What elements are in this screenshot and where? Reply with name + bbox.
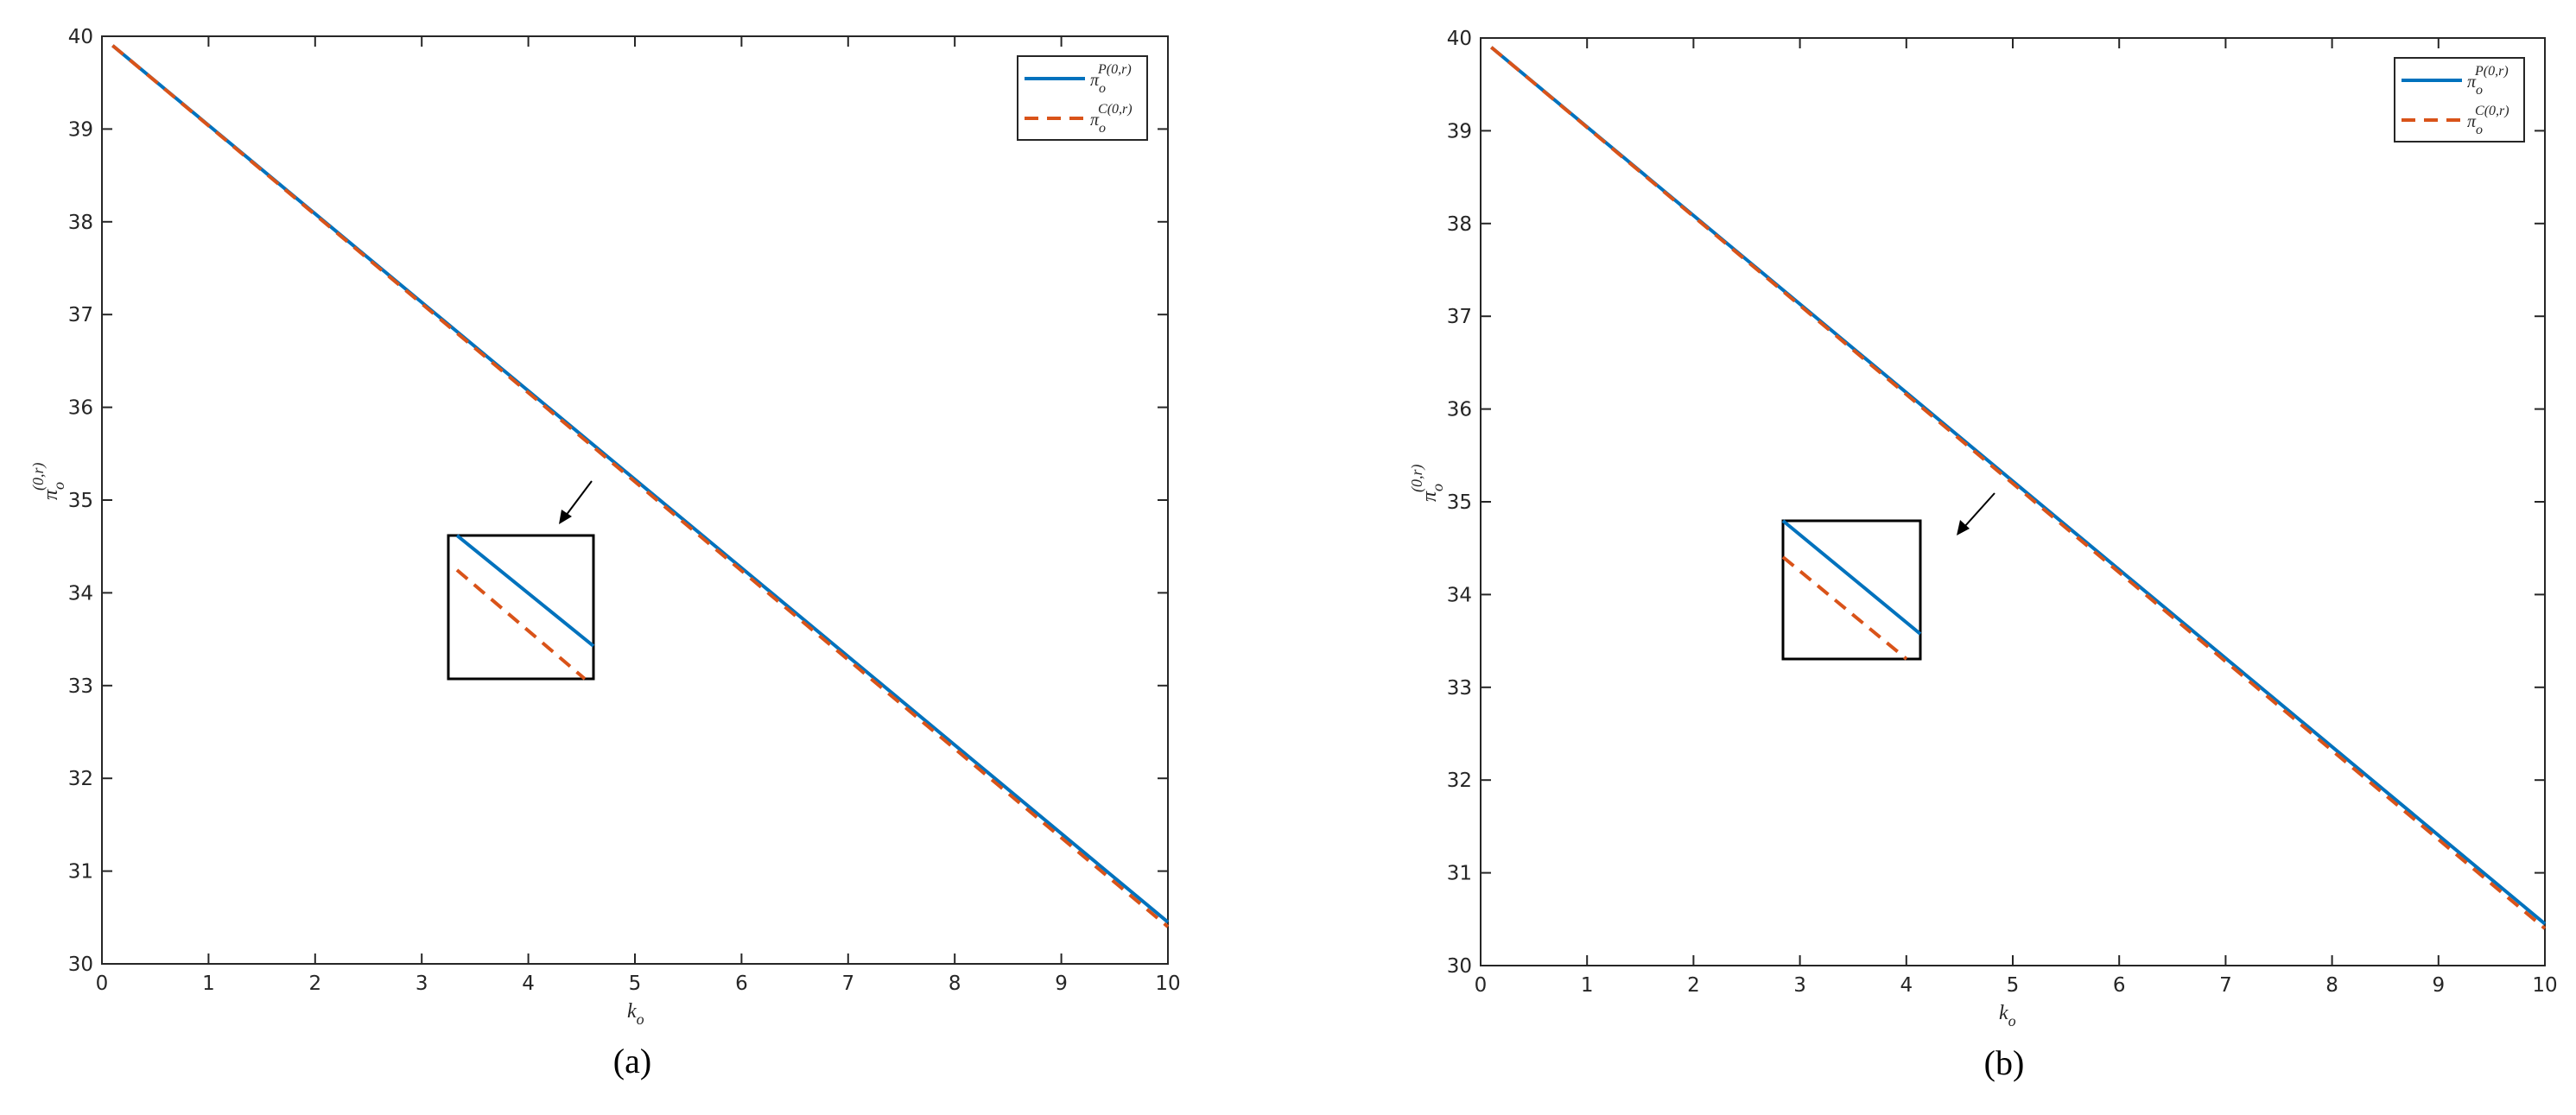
y-tick-label: 35 xyxy=(1447,491,1472,514)
y-tick-label: 30 xyxy=(1447,955,1472,978)
y-tick-label: 36 xyxy=(1447,399,1472,421)
arrow-head xyxy=(559,510,572,524)
y-tick-label: 35 xyxy=(68,490,93,512)
x-tick-label: 0 xyxy=(1475,974,1488,997)
y-tick-label: 38 xyxy=(68,212,93,234)
x-tick-label: 5 xyxy=(629,972,642,995)
y-tick-label: 34 xyxy=(1447,584,1472,606)
legend-sub: o xyxy=(2476,123,2483,137)
x-tick-label: 5 xyxy=(2007,974,2020,997)
x-tick-label: 9 xyxy=(2432,974,2445,997)
y-tick-label: 36 xyxy=(68,397,93,420)
legend-name: π xyxy=(2467,73,2477,92)
y-tick-label: 37 xyxy=(1447,306,1472,328)
y-axis-label: πo(0,r) xyxy=(29,462,67,500)
y-tick-label: 39 xyxy=(1447,120,1472,143)
legend-label: πo P(0,r) xyxy=(1090,62,1132,96)
y-label-sub: o xyxy=(50,482,67,490)
x-tick-label: 2 xyxy=(308,972,321,995)
x-tick-label: 7 xyxy=(841,972,854,995)
x-tick-label: 8 xyxy=(949,972,961,995)
y-tick-label: 39 xyxy=(68,118,93,141)
y-tick-label: 34 xyxy=(68,582,93,605)
y-axis-label: πo(0,r) xyxy=(1408,464,1446,502)
inset-line xyxy=(1781,555,1908,661)
legend-label: πo P(0,r) xyxy=(2467,64,2509,98)
plot-area xyxy=(101,35,1169,965)
caption: (b) xyxy=(1984,1043,2025,1082)
x-tick-label: 9 xyxy=(1055,972,1068,995)
y-tick-label: 33 xyxy=(1447,677,1472,700)
inset-b xyxy=(1781,492,1995,661)
legend-box xyxy=(1017,55,1148,141)
chart: 0 1 2 3 4 5 6 7 8 9 103031323334353637383940πoP(0,… xyxy=(29,26,1181,1080)
legend-sup: P(0,r) xyxy=(1097,62,1132,77)
x-axis-label: ko xyxy=(1999,1002,2016,1029)
y-tick-label: 32 xyxy=(1447,770,1472,792)
arrow xyxy=(565,480,593,516)
x-tick-label: 3 xyxy=(416,972,428,995)
arrow-head xyxy=(1957,520,1970,535)
y-tick-label: 40 xyxy=(68,26,93,48)
x-tick-label: 8 xyxy=(2325,974,2338,997)
y-label-base: π xyxy=(40,489,62,500)
legend-name: π xyxy=(2467,112,2477,131)
inset-line xyxy=(1781,519,1922,636)
x-label-sub: o xyxy=(637,1010,644,1028)
legend-name: π xyxy=(1090,111,1100,130)
legend-label: πo C(0,r) xyxy=(2467,104,2509,137)
plot-area xyxy=(1480,37,2546,966)
x-axis-label: ko xyxy=(627,1000,644,1028)
y-tick-label: 40 xyxy=(1447,28,1472,50)
y-label-sup: (0,r) xyxy=(1408,464,1426,492)
x-tick-label: 3 xyxy=(1793,974,1806,997)
caption: (a) xyxy=(613,1042,651,1080)
y-label-sub: o xyxy=(1429,484,1446,491)
y-tick-label: 30 xyxy=(68,953,93,976)
inset-box xyxy=(1781,519,1922,661)
legend-sup: P(0,r) xyxy=(2474,64,2509,79)
y-tick-label: 38 xyxy=(1447,213,1472,236)
legend-box xyxy=(2394,57,2525,143)
x-tick-label: 1 xyxy=(1581,974,1594,997)
arrow xyxy=(1964,492,1995,528)
y-label-sup: (0,r) xyxy=(29,462,48,491)
x-tick-label: 10 xyxy=(1155,972,1180,995)
x-tick-label: 2 xyxy=(1687,974,1700,997)
y-tick-label: 32 xyxy=(68,768,93,790)
y-tick-label: 31 xyxy=(1447,863,1472,885)
inset-box xyxy=(447,534,595,681)
x-label-base: k xyxy=(627,1000,637,1023)
x-tick-label: 10 xyxy=(2532,974,2557,997)
y-label-base: π xyxy=(1418,491,1441,502)
y-tick-label: 31 xyxy=(68,861,93,884)
x-tick-label: 6 xyxy=(735,972,748,995)
legend-sub: o xyxy=(2476,83,2483,98)
y-tick-label: 37 xyxy=(68,304,93,326)
x-tick-label: 7 xyxy=(2219,974,2232,997)
x-label-base: k xyxy=(1999,1002,2008,1024)
legend-sup: C(0,r) xyxy=(2475,104,2509,118)
x-label-sub: o xyxy=(2008,1012,2016,1029)
x-tick-label: 0 xyxy=(96,972,109,995)
legend-sub: o xyxy=(1099,81,1106,96)
x-tick-label: 4 xyxy=(1900,974,1913,997)
x-tick-label: 4 xyxy=(522,972,535,995)
chart: 0 1 2 3 4 5 6 7 8 9 103031323334353637383940πoP(0,… xyxy=(1408,28,2558,1082)
series-line xyxy=(1490,46,2547,930)
x-tick-label: 1 xyxy=(202,972,215,995)
inset-a xyxy=(447,480,595,681)
x-tick-label: 6 xyxy=(2113,974,2126,997)
y-tick-label: 33 xyxy=(68,675,93,698)
inset-line xyxy=(455,568,587,681)
series-line xyxy=(111,44,1170,928)
legend-name: π xyxy=(1090,71,1100,90)
legend-sup: C(0,r) xyxy=(1098,102,1133,117)
legend-label: πo C(0,r) xyxy=(1090,102,1133,136)
inset-line xyxy=(455,534,595,648)
legend-sub: o xyxy=(1099,121,1106,136)
